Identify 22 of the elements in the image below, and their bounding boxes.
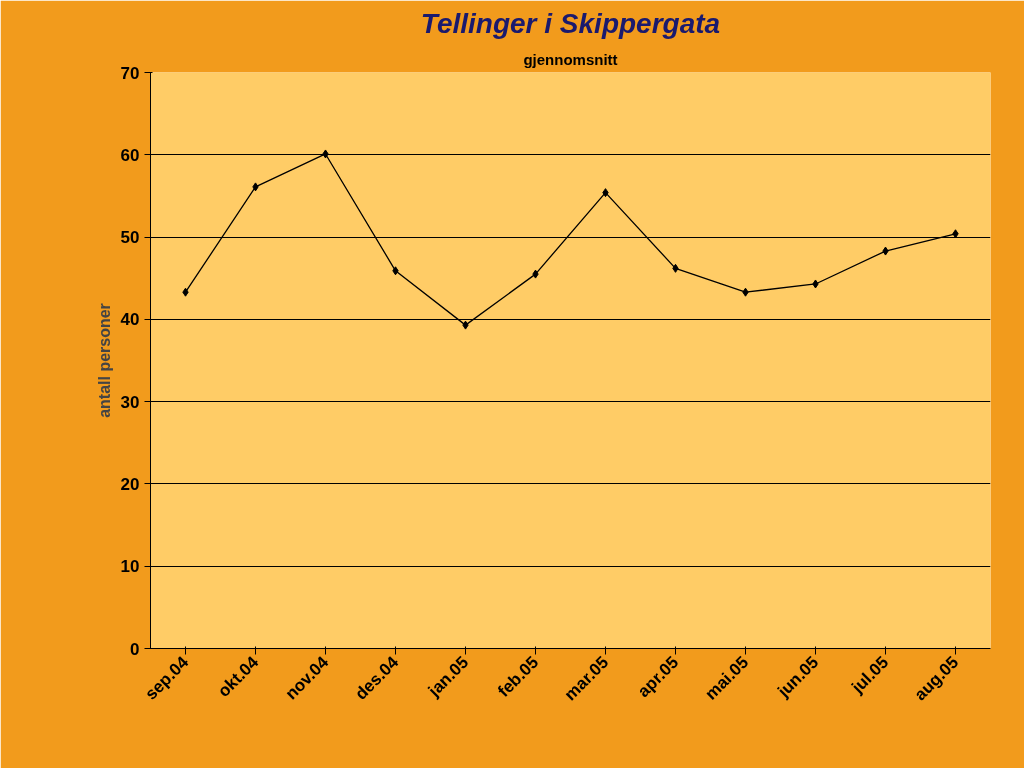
y-axis-title: antall personer bbox=[95, 303, 113, 418]
point bbox=[602, 188, 609, 198]
point bbox=[882, 246, 889, 256]
y-tick-label: 50 bbox=[120, 228, 140, 248]
y-tick-label: 70 bbox=[120, 63, 140, 83]
point bbox=[252, 182, 259, 192]
chart-title: Tellinger i Skippergata bbox=[420, 7, 721, 39]
point bbox=[462, 320, 469, 330]
y-tick-label: 60 bbox=[120, 145, 140, 165]
point bbox=[532, 269, 539, 279]
y-tick-label: 0 bbox=[130, 639, 140, 659]
point bbox=[812, 279, 819, 289]
chart-subtitle: gjennomsnitt bbox=[523, 50, 618, 68]
point bbox=[742, 287, 749, 297]
point bbox=[322, 149, 329, 159]
y-tick-label: 10 bbox=[120, 557, 140, 577]
point bbox=[672, 263, 679, 273]
y-tick-label: 40 bbox=[120, 310, 140, 330]
y-tick-label: 20 bbox=[120, 474, 140, 494]
point bbox=[182, 287, 189, 297]
point bbox=[392, 266, 399, 276]
y-tick-label: 30 bbox=[120, 392, 140, 412]
